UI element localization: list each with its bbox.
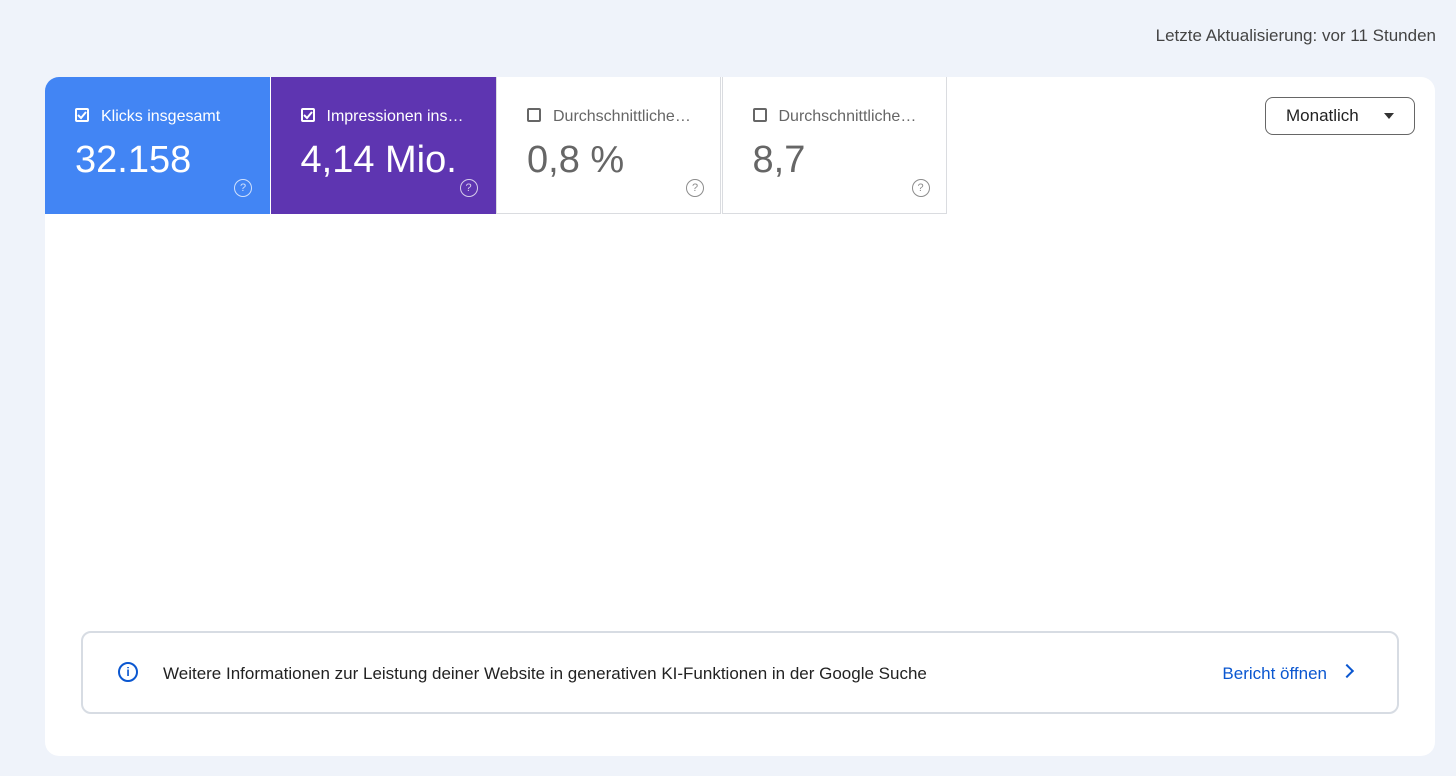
metric-label: Klicks insgesamt: [75, 108, 220, 126]
metric-label: Impressionen ins…: [301, 108, 464, 126]
help-icon: ?: [686, 179, 704, 197]
metric-value: 32.158: [75, 139, 192, 181]
metric-label-text: Durchschnittliche…: [553, 108, 691, 125]
metric-label: Durchschnittliche…: [527, 108, 691, 126]
banner-text: Weitere Informationen zur Leistung deine…: [163, 664, 927, 683]
help-icon: ?: [459, 179, 478, 197]
last-update: Letzte Aktualisierung: vor 11 Stunden: [1155, 26, 1436, 45]
metric-tile[interactable]: KlicksImpressionen02.0004.0006.0000300.0…: [45, 77, 270, 214]
help-icon: ?: [911, 179, 930, 197]
info-banner: i Weitere Informationen zur Leistung dei…: [81, 631, 1399, 714]
banner-link[interactable]: Bericht öffnen: [1222, 664, 1327, 683]
chart: [0, 230, 1456, 570]
metric-value: 0,8 %: [527, 139, 625, 181]
help-icon: ?: [234, 179, 252, 197]
metric-value: 8,7: [752, 139, 806, 181]
checkbox: [527, 108, 541, 122]
checkbox: [300, 108, 315, 122]
metric-value: 4,14 Mio.: [300, 139, 457, 181]
metric-label-text: Impressionen ins…: [326, 108, 464, 125]
info-icon: i: [118, 662, 138, 682]
chevron: [1339, 663, 1355, 679]
metric-tile[interactable]: Impressionen ins… 4,14 Mio.?: [270, 77, 496, 214]
checkbox: [752, 108, 767, 122]
metric-label-text: Klicks insgesamt: [101, 108, 221, 125]
metric-label: Durchschnittliche…: [753, 108, 917, 126]
period-dropdown[interactable]: Monatlich: [1265, 97, 1415, 135]
checkbox: KlicksImpressionen02.0004.0006.0000300.0…: [75, 108, 89, 122]
metric-label-text: Durchschnittliche…: [778, 108, 917, 125]
metric-tile[interactable]: Durchschnittliche… 0,8 %?: [496, 77, 721, 214]
metric-tile[interactable]: Durchschnittliche… 8,7?: [721, 77, 947, 214]
